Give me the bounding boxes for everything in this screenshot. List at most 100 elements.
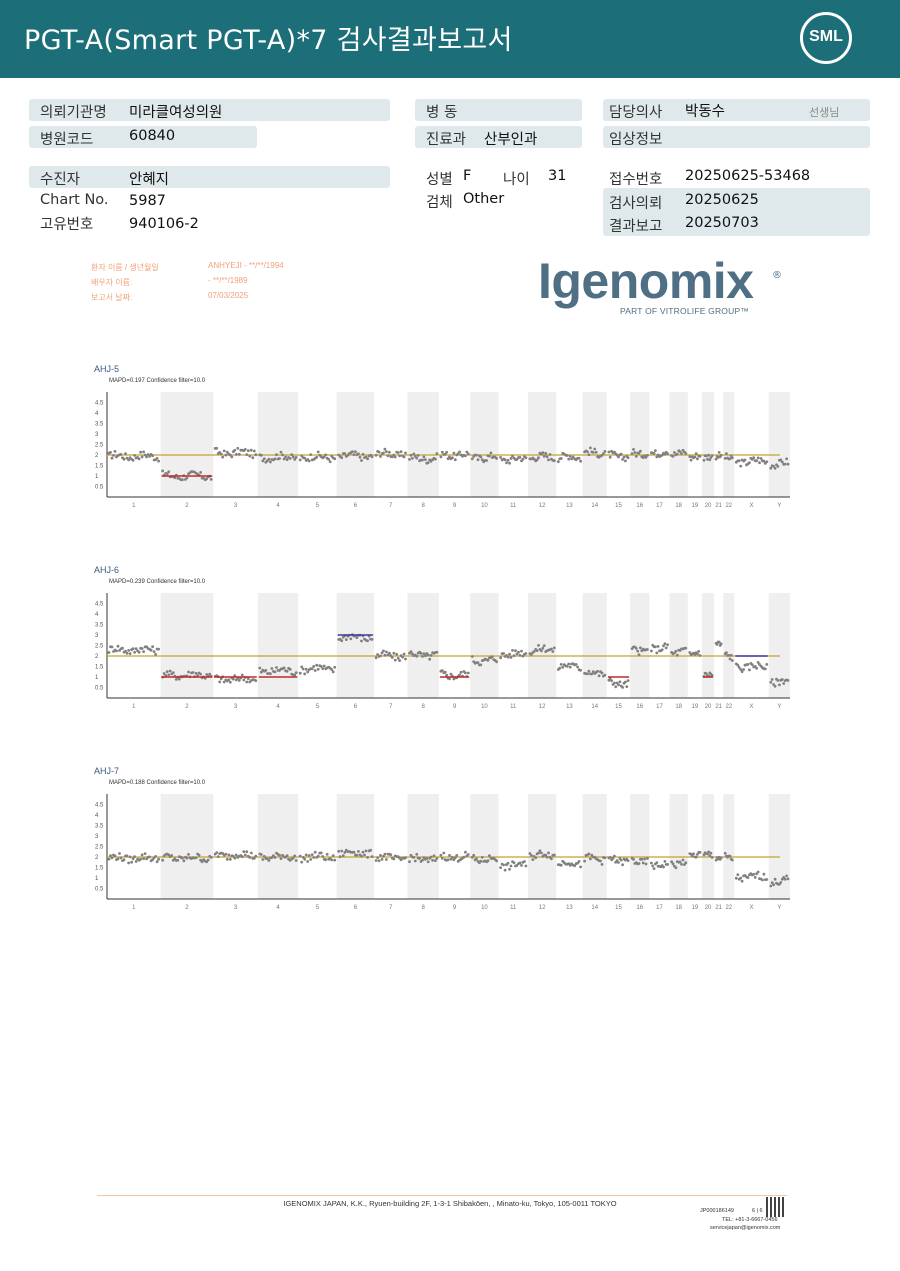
data-point	[756, 661, 760, 664]
data-point	[579, 668, 582, 672]
sex-label: 성별	[426, 172, 453, 188]
igenomix-logo-subtitle: PART OF VITROLIFE GROUP™	[620, 306, 750, 316]
data-point	[594, 450, 598, 454]
data-point	[521, 457, 525, 461]
x-tick-label: 17	[656, 704, 663, 710]
data-point	[324, 858, 328, 862]
data-point	[765, 878, 769, 881]
data-point	[619, 858, 623, 862]
data-point	[357, 452, 360, 456]
x-tick-label: 15	[615, 704, 622, 710]
data-point	[743, 458, 747, 462]
data-point	[307, 459, 311, 463]
x-tick-label: 20	[705, 503, 712, 509]
x-tick-label: 16	[636, 503, 643, 509]
data-point	[589, 857, 592, 861]
data-point	[385, 858, 388, 861]
patient-row	[29, 166, 390, 188]
data-point	[619, 452, 623, 456]
data-point	[152, 650, 156, 653]
data-point	[422, 455, 426, 459]
footer-doc-no: JP000186149	[700, 1208, 734, 1214]
x-tick-label: 9	[453, 704, 457, 710]
data-point	[360, 639, 363, 643]
data-point	[273, 457, 277, 461]
data-point	[331, 670, 335, 674]
x-tick-label: 22	[725, 905, 732, 911]
data-point	[779, 458, 783, 462]
data-point	[312, 665, 316, 668]
doctor-label: 담당의사	[609, 105, 663, 121]
data-point	[252, 856, 256, 860]
data-point	[708, 854, 712, 857]
data-point	[476, 458, 480, 462]
data-point	[470, 457, 474, 461]
data-point	[237, 452, 241, 456]
y-tick-label: 3	[95, 432, 99, 438]
data-point	[608, 677, 612, 681]
data-point	[242, 678, 246, 682]
data-point	[660, 648, 664, 652]
data-point	[770, 881, 774, 885]
data-point	[182, 859, 186, 863]
data-point	[719, 642, 723, 646]
x-tick-label: 7	[389, 704, 393, 710]
data-point	[634, 455, 638, 458]
data-point	[540, 851, 543, 855]
x-tick-label: 8	[422, 503, 426, 509]
data-point	[301, 667, 305, 671]
y-tick-label: 3.5	[95, 824, 104, 830]
x-tick-label: 6	[354, 704, 358, 710]
chart-title: AHJ-5	[94, 364, 120, 374]
data-point	[124, 649, 127, 653]
data-point	[680, 862, 683, 866]
data-point	[415, 654, 419, 658]
data-point	[652, 867, 656, 870]
data-point	[278, 457, 281, 460]
data-point	[254, 453, 258, 457]
data-point	[697, 650, 701, 653]
y-tick-label: 2.5	[95, 845, 104, 851]
data-point	[291, 455, 295, 459]
chart-no-label: Chart No.	[40, 192, 109, 208]
data-point	[776, 465, 780, 468]
data-point	[736, 663, 740, 667]
data-point	[779, 881, 783, 884]
data-point	[547, 851, 550, 855]
data-point	[155, 860, 159, 864]
data-point	[650, 861, 653, 865]
chromosome-band	[723, 794, 735, 899]
chromosome-band	[768, 794, 790, 899]
data-point	[157, 459, 160, 463]
data-point	[577, 456, 581, 460]
data-point	[282, 457, 286, 461]
data-point	[432, 854, 436, 858]
data-point	[316, 854, 320, 858]
chart-plot: 0.511.522.533.544.51 2 3 4 5 6 7 8 9 10 11 12 13 14 15…	[95, 392, 790, 509]
data-point	[748, 668, 751, 672]
data-point	[426, 860, 430, 864]
data-point	[363, 853, 366, 857]
x-tick-label: 18	[675, 503, 682, 509]
data-point	[390, 656, 394, 659]
data-point	[662, 865, 665, 869]
y-tick-label: 3.5	[95, 623, 104, 629]
data-point	[696, 853, 699, 856]
data-point	[225, 858, 229, 861]
data-point	[434, 457, 437, 461]
data-point	[480, 855, 484, 859]
data-point	[621, 686, 624, 689]
data-point	[655, 455, 659, 459]
data-point	[608, 455, 612, 459]
data-point	[452, 858, 456, 862]
x-tick-label: 13	[566, 905, 573, 911]
data-point	[509, 656, 513, 659]
data-point	[284, 455, 287, 459]
data-point	[310, 853, 314, 856]
data-point	[786, 679, 790, 682]
data-point	[415, 852, 419, 856]
data-point	[451, 855, 454, 859]
data-point	[567, 662, 571, 666]
data-point	[354, 450, 357, 454]
data-point	[698, 851, 702, 854]
